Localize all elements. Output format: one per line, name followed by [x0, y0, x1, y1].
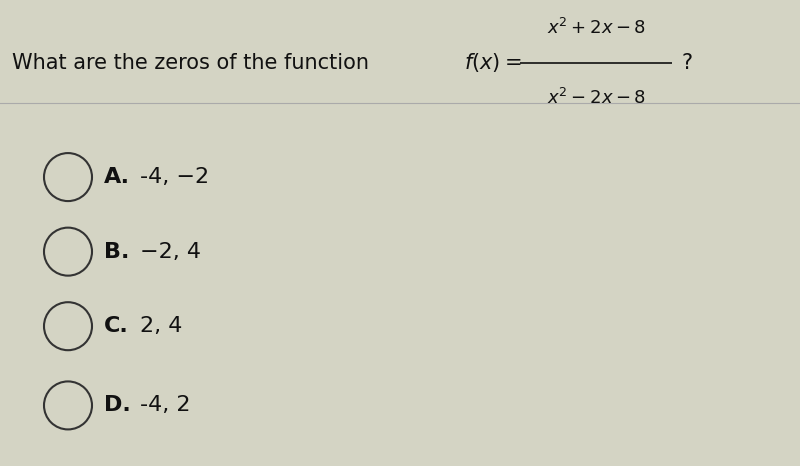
Text: -4, −2: -4, −2: [140, 167, 209, 187]
Text: $f(x)=$: $f(x)=$: [464, 51, 522, 75]
Text: $x^2-2x-8$: $x^2-2x-8$: [546, 88, 646, 108]
Text: What are the zeros of the function: What are the zeros of the function: [12, 53, 369, 73]
Text: -4, 2: -4, 2: [140, 396, 190, 415]
Text: B.: B.: [104, 242, 130, 261]
Text: D.: D.: [104, 396, 130, 415]
Text: −2, 4: −2, 4: [140, 242, 201, 261]
Text: C.: C.: [104, 316, 129, 336]
Text: 2, 4: 2, 4: [140, 316, 182, 336]
Text: $x^2+2x-8$: $x^2+2x-8$: [546, 18, 646, 38]
Text: ?: ?: [682, 53, 693, 73]
Text: A.: A.: [104, 167, 130, 187]
